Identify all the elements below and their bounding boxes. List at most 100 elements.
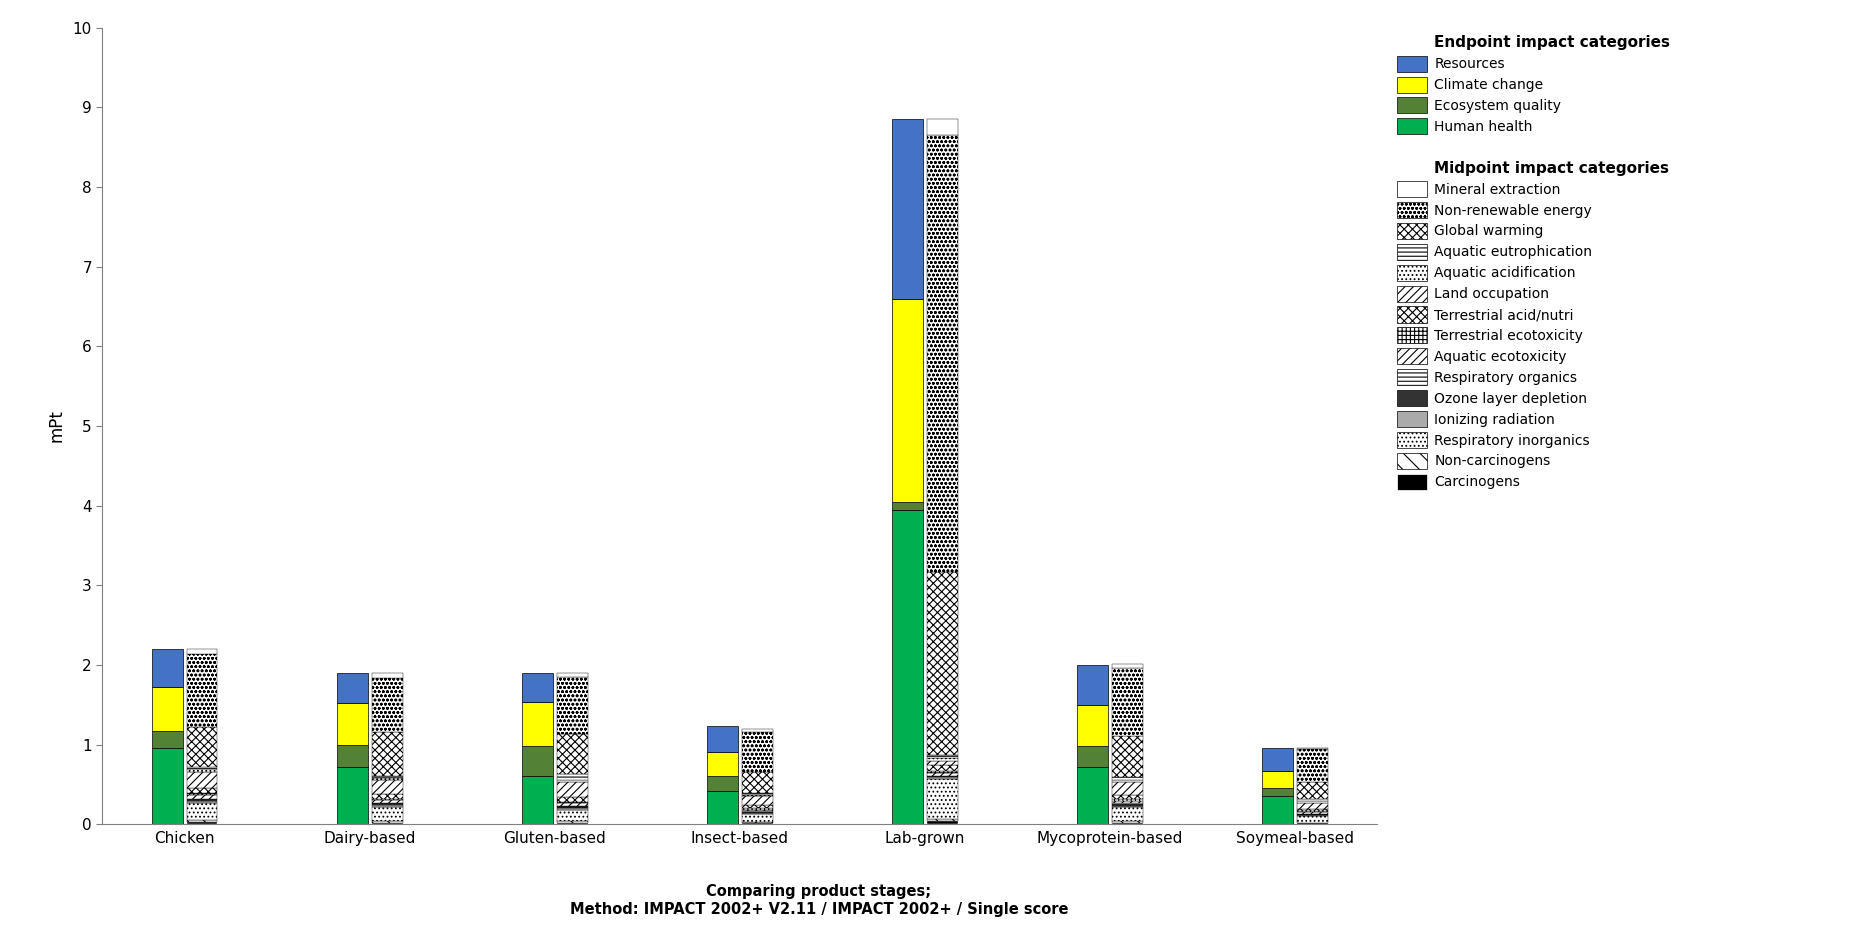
Bar (1111, 736, 1143, 777)
Bar (153, 731, 182, 748)
Bar (556, 802, 588, 804)
Bar (186, 727, 218, 767)
Bar (186, 801, 218, 803)
Legend: Endpoint impact categories, Resources, Climate change, Ecosystem quality, Human : Endpoint impact categories, Resources, C… (1398, 34, 1671, 490)
Bar (927, 119, 958, 135)
Bar (707, 753, 737, 776)
Bar (1111, 801, 1143, 804)
Bar (186, 772, 218, 787)
Bar (556, 734, 588, 774)
Bar (743, 814, 772, 821)
Bar (186, 799, 218, 801)
Bar (743, 771, 772, 793)
Bar (153, 649, 182, 687)
Bar (1262, 748, 1293, 770)
Bar (1297, 801, 1327, 803)
Bar (372, 673, 402, 678)
Bar (186, 793, 218, 795)
Bar (1262, 796, 1293, 824)
Bar (743, 822, 772, 824)
Bar (927, 135, 958, 571)
Bar (186, 821, 218, 824)
Bar (743, 795, 772, 796)
Bar (927, 761, 958, 765)
Bar (372, 822, 402, 824)
Bar (556, 780, 588, 782)
Bar (927, 571, 958, 755)
Bar (1111, 806, 1143, 807)
Bar (337, 745, 368, 767)
Bar (521, 673, 553, 702)
Bar (556, 797, 588, 802)
Bar (927, 755, 958, 758)
Bar (707, 776, 737, 791)
Bar (1111, 782, 1143, 795)
Bar (372, 798, 402, 800)
Bar (891, 298, 923, 502)
Bar (372, 804, 402, 805)
Bar (556, 673, 588, 677)
Bar (372, 807, 402, 821)
Bar (372, 800, 402, 803)
Bar (372, 781, 402, 794)
Bar (372, 678, 402, 732)
Bar (1297, 782, 1327, 799)
Bar (556, 782, 588, 797)
Bar (372, 805, 402, 807)
Bar (1078, 746, 1107, 767)
Bar (1111, 804, 1143, 806)
Bar (743, 793, 772, 795)
Bar (153, 687, 182, 731)
Bar (186, 795, 218, 798)
Bar (1262, 788, 1293, 796)
Bar (927, 773, 958, 776)
Bar (1297, 812, 1327, 814)
Bar (1111, 821, 1143, 822)
Bar (1111, 822, 1143, 824)
Bar (521, 746, 553, 776)
Bar (153, 748, 182, 824)
Bar (707, 726, 737, 753)
Bar (556, 774, 588, 780)
Bar (186, 649, 218, 654)
Bar (891, 509, 923, 824)
Bar (891, 502, 923, 509)
Bar (1111, 799, 1143, 801)
Bar (556, 807, 588, 808)
Bar (1078, 705, 1107, 746)
Bar (186, 770, 218, 772)
Bar (372, 778, 402, 781)
Bar (372, 732, 402, 776)
Bar (337, 767, 368, 824)
Bar (743, 810, 772, 811)
Bar (556, 804, 588, 806)
Bar (927, 777, 958, 779)
Bar (1297, 749, 1327, 782)
Bar (521, 776, 553, 824)
Bar (1111, 664, 1143, 668)
Bar (186, 767, 218, 770)
Bar (743, 730, 772, 732)
Bar (556, 821, 588, 822)
Bar (1262, 770, 1293, 788)
Bar (1111, 795, 1143, 799)
Bar (927, 758, 958, 761)
Bar (743, 732, 772, 771)
Bar (521, 702, 553, 746)
Bar (337, 673, 368, 703)
Y-axis label: mPt: mPt (48, 409, 65, 443)
Bar (556, 810, 588, 821)
Bar (1297, 809, 1327, 811)
Bar (743, 805, 772, 808)
Bar (337, 703, 368, 745)
Text: Comparing product stages;
Method: IMPACT 2002+ V2.11 / IMPACT 2002+ / Single sco: Comparing product stages; Method: IMPACT… (569, 884, 1068, 917)
Bar (1111, 668, 1143, 736)
Bar (743, 808, 772, 810)
Bar (1297, 747, 1327, 749)
Bar (186, 787, 218, 793)
Bar (927, 765, 958, 770)
Bar (927, 819, 958, 821)
Bar (372, 776, 402, 778)
Bar (707, 791, 737, 824)
Bar (1078, 767, 1107, 824)
